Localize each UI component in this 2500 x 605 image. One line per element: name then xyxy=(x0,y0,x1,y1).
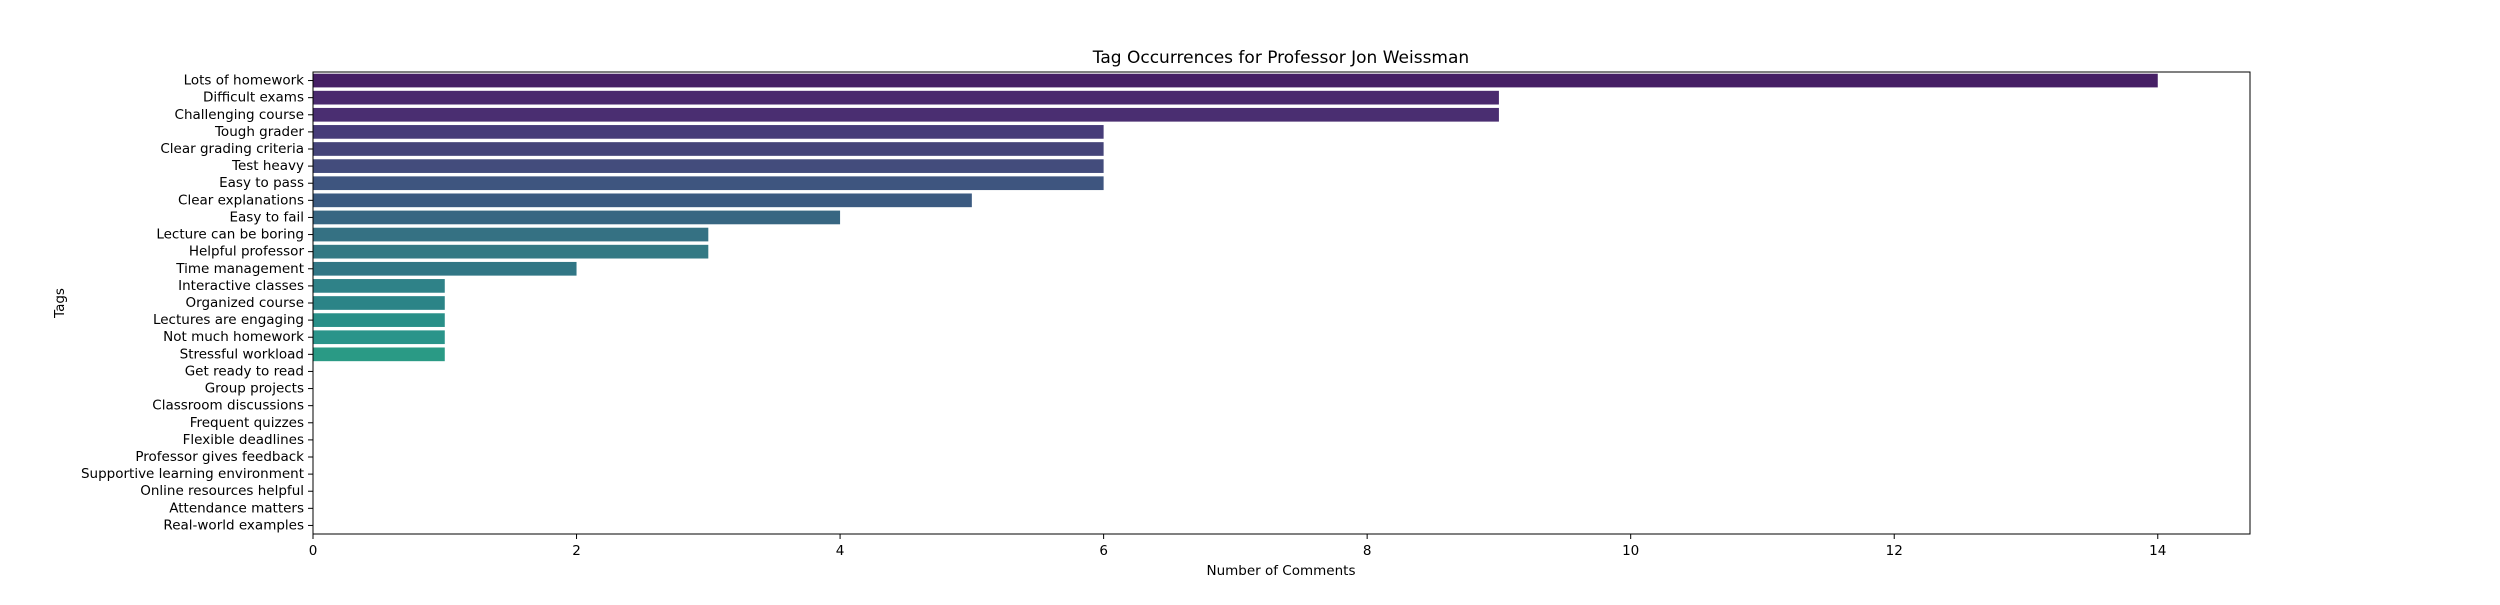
bar-challenging-course xyxy=(313,107,1499,122)
bar-interactive-classes xyxy=(313,279,445,293)
y-tick-label: Easy to fail xyxy=(230,209,305,225)
y-tick-label: Difficult exams xyxy=(203,90,304,106)
y-tick-label: Frequent quizzes xyxy=(190,415,304,431)
bar-difficult-exams xyxy=(313,90,1499,105)
y-tick-label: Clear grading criteria xyxy=(160,141,304,157)
y-tick-label: Classroom discussions xyxy=(152,398,304,414)
y-tick-label: Challenging course xyxy=(175,107,304,123)
bar-lots-of-homework xyxy=(313,73,2158,88)
y-tick-label: Clear explanations xyxy=(178,192,304,208)
chart-title: Tag Occurrences for Professor Jon Weissm… xyxy=(1092,48,1469,68)
bar-easy-to-pass xyxy=(313,176,1104,191)
y-tick-label: Test heavy xyxy=(231,158,304,174)
y-tick-label: Organized course xyxy=(186,295,304,311)
x-tick-label: 10 xyxy=(1622,543,1639,559)
x-tick-label: 8 xyxy=(1363,543,1372,559)
y-tick-label: Flexible deadlines xyxy=(183,432,304,448)
y-tick-label: Real-world examples xyxy=(163,517,304,533)
bar-lectures-are-engaging xyxy=(313,313,445,327)
plot-area-frame xyxy=(312,71,2251,535)
bar-organized-course xyxy=(313,296,445,310)
x-tick-label: 2 xyxy=(572,543,581,559)
bar-clear-explanations xyxy=(313,193,972,208)
y-tick-label: Tough grader xyxy=(214,124,304,140)
x-axis-label: Number of Comments xyxy=(1206,563,1355,579)
y-tick-label: Attendance matters xyxy=(169,500,304,516)
x-tick-label: 6 xyxy=(1099,543,1108,559)
y-tick-label: Group projects xyxy=(205,381,304,397)
bar-clear-grading-criteria xyxy=(313,142,1104,156)
bar-easy-to-fail xyxy=(313,210,841,225)
x-tick-label: 12 xyxy=(1886,543,1903,559)
y-tick-label: Time management xyxy=(175,261,304,277)
y-tick-label: Professor gives feedback xyxy=(135,449,304,465)
bar-not-much-homework xyxy=(313,330,445,345)
y-tick-label: Lecture can be boring xyxy=(156,227,304,243)
y-tick-label: Helpful professor xyxy=(189,244,305,260)
x-tick-label: 4 xyxy=(836,543,845,559)
x-axis: 0 2 4 6 8 10 12 14 xyxy=(309,534,2166,559)
y-axis-label: Tags xyxy=(52,288,68,319)
y-tick-label: Online resources helpful xyxy=(140,483,304,499)
bar-tough-grader xyxy=(313,125,1104,139)
x-tick-label: 14 xyxy=(2149,543,2166,559)
bar-stressful-workload xyxy=(313,347,445,362)
bar-series xyxy=(313,73,2158,362)
y-tick-label: Supportive learning environment xyxy=(81,466,304,482)
y-tick-label: Lots of homework xyxy=(184,73,305,89)
bar-time-management xyxy=(313,261,577,276)
bar-test-heavy xyxy=(313,159,1104,173)
y-tick-label: Lectures are engaging xyxy=(153,312,304,328)
y-tick-label: Easy to pass xyxy=(219,175,304,191)
y-tick-label: Stressful workload xyxy=(180,346,304,362)
bar-lecture-can-be-boring xyxy=(313,227,709,242)
y-tick-label: Get ready to read xyxy=(185,363,304,379)
y-tick-label: Not much homework xyxy=(163,329,304,345)
x-tick-label: 0 xyxy=(309,543,318,559)
y-tick-label: Interactive classes xyxy=(178,278,304,294)
bar-helpful-professor xyxy=(313,244,709,259)
